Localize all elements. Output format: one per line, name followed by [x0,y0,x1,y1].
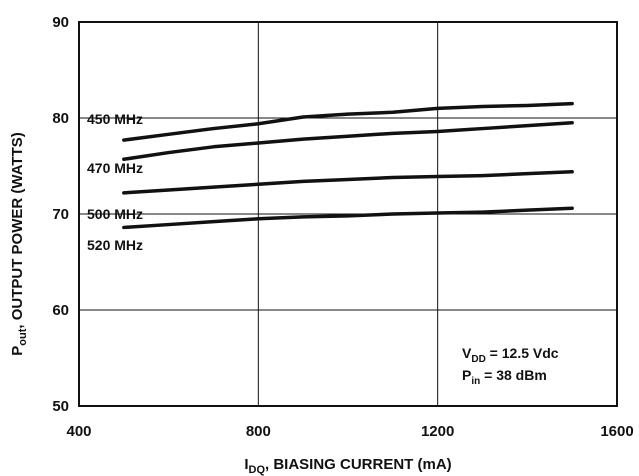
x-tick-label: 800 [246,423,271,440]
x-axis-title: IDQ, BIASING CURRENT (mA) [244,456,451,476]
y-tick-label: 80 [52,110,69,127]
vdd-annotation: VDD = 12.5 Vdc [462,345,559,365]
y-tick-label: 60 [52,302,69,319]
series-label: 450 MHz [87,111,143,127]
pin-annotation: Pin = 38 dBm [462,367,547,387]
plot-frame [78,21,618,407]
series-lines [122,101,574,230]
series-line [122,170,574,195]
x-tick-label: 400 [66,423,91,440]
series-line [122,121,574,162]
series-line [122,101,574,142]
y-tick-label: 50 [52,398,69,415]
series-line [122,206,574,230]
x-tick-label: 1600 [600,423,633,440]
series-label: 470 MHz [87,160,143,176]
y-tick-label: 90 [52,14,69,31]
series-labels: 450 MHz 470 MHz 500 MHz 520 MHz [87,111,143,253]
y-axis-title: Pout, OUTPUT POWER (WATTS) [9,132,29,356]
tick-labels: 400 800 1200 1600 50 60 70 80 90 [52,14,633,440]
y-tick-label: 70 [52,206,69,223]
gridlines [79,22,617,406]
series-label: 500 MHz [87,206,143,222]
x-tick-label: 1200 [421,423,454,440]
series-label: 520 MHz [87,237,143,253]
conditions-annotation: VDD = 12.5 Vdc Pin = 38 dBm [462,345,559,387]
